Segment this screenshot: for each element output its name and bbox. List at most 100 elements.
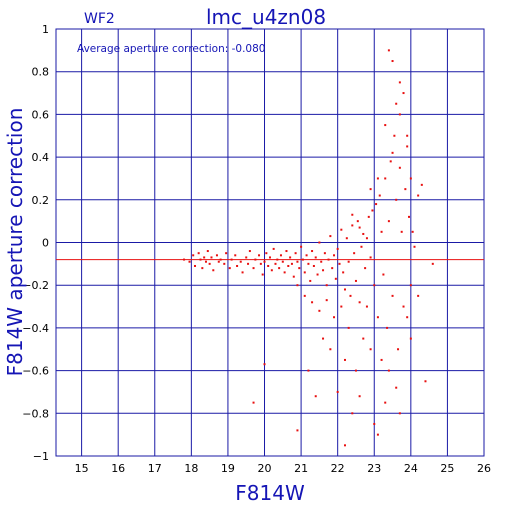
data-point xyxy=(194,264,197,267)
data-point xyxy=(360,245,363,248)
data-point xyxy=(391,151,394,154)
data-point xyxy=(263,363,266,366)
data-point xyxy=(413,245,416,248)
data-point xyxy=(261,273,264,276)
x-tick-label: 23 xyxy=(367,462,381,475)
data-point xyxy=(387,369,390,372)
data-point xyxy=(353,252,356,255)
y-tick-label: 0 xyxy=(42,237,49,250)
data-point xyxy=(318,241,321,244)
data-point xyxy=(391,294,394,297)
data-point xyxy=(296,429,299,432)
data-points xyxy=(183,49,434,447)
data-point xyxy=(296,284,299,287)
data-point xyxy=(311,301,314,304)
y-tick-label: −0.6 xyxy=(22,365,49,378)
data-point xyxy=(329,348,332,351)
data-point xyxy=(378,194,381,197)
data-point xyxy=(298,267,301,270)
data-point xyxy=(296,260,299,263)
average-annotation: Average aperture correction: -0.080 xyxy=(77,43,265,55)
data-point xyxy=(365,305,368,308)
data-point xyxy=(411,230,414,233)
data-point xyxy=(215,254,218,257)
data-point xyxy=(276,258,279,261)
x-tick-label: 22 xyxy=(331,462,345,475)
data-point xyxy=(206,250,209,253)
data-point xyxy=(212,269,215,272)
data-point xyxy=(208,262,211,265)
data-point xyxy=(387,220,390,223)
data-point xyxy=(259,262,262,265)
data-point xyxy=(358,301,361,304)
data-point xyxy=(398,412,401,415)
data-point xyxy=(311,250,314,253)
data-point xyxy=(389,160,392,163)
data-point xyxy=(278,267,281,270)
data-point xyxy=(183,258,186,261)
data-point xyxy=(351,412,354,415)
data-point xyxy=(362,232,365,235)
data-point xyxy=(369,348,372,351)
data-point xyxy=(247,262,250,265)
data-point xyxy=(384,401,387,404)
data-point xyxy=(347,260,350,263)
data-point xyxy=(203,256,206,259)
data-point xyxy=(369,256,372,259)
data-point xyxy=(312,264,315,267)
data-point xyxy=(305,254,308,257)
data-point xyxy=(322,337,325,340)
y-tick-label: −0.8 xyxy=(22,407,49,420)
data-point xyxy=(252,401,255,404)
data-point xyxy=(322,269,325,272)
data-point xyxy=(263,260,266,263)
y-tick-labels: −1 −0.8 −0.6 −0.4 −0.2 0 0.2 0.4 0.6 0.8 1 xyxy=(22,23,49,463)
data-point xyxy=(336,390,339,393)
data-point xyxy=(420,183,423,186)
data-point xyxy=(301,258,304,261)
data-point xyxy=(340,228,343,231)
data-point xyxy=(217,260,220,263)
data-point xyxy=(269,256,271,259)
data-point xyxy=(343,358,346,361)
data-point xyxy=(398,113,401,116)
data-point xyxy=(223,262,226,265)
data-point xyxy=(364,267,367,270)
data-point xyxy=(314,395,317,398)
data-point xyxy=(285,250,288,253)
x-tick-label: 17 xyxy=(148,462,162,475)
data-point xyxy=(327,258,330,261)
data-point xyxy=(424,380,427,383)
data-point xyxy=(290,262,293,265)
data-point xyxy=(265,252,268,255)
data-point xyxy=(345,237,348,240)
data-point xyxy=(228,267,231,270)
data-point xyxy=(274,262,277,265)
data-point xyxy=(316,273,319,276)
data-point xyxy=(236,264,239,267)
data-point xyxy=(241,271,244,274)
data-point xyxy=(309,279,312,282)
data-point xyxy=(406,316,409,319)
data-point xyxy=(376,316,379,319)
data-point xyxy=(303,294,306,297)
data-point xyxy=(384,124,387,127)
chart-title: lmc_u4zn08 xyxy=(206,5,326,29)
data-point xyxy=(248,250,251,253)
data-point xyxy=(406,145,409,148)
y-tick-label: 1 xyxy=(42,23,49,36)
data-point xyxy=(320,260,323,263)
y-tick-label: 0.6 xyxy=(32,108,50,121)
data-point xyxy=(382,273,385,276)
data-point xyxy=(393,134,396,137)
data-point xyxy=(409,337,412,340)
data-point xyxy=(351,224,354,227)
data-point xyxy=(375,203,378,206)
data-point xyxy=(397,348,400,351)
data-point xyxy=(380,230,383,233)
data-point xyxy=(417,194,420,197)
data-point xyxy=(292,275,295,278)
data-point xyxy=(347,326,350,329)
